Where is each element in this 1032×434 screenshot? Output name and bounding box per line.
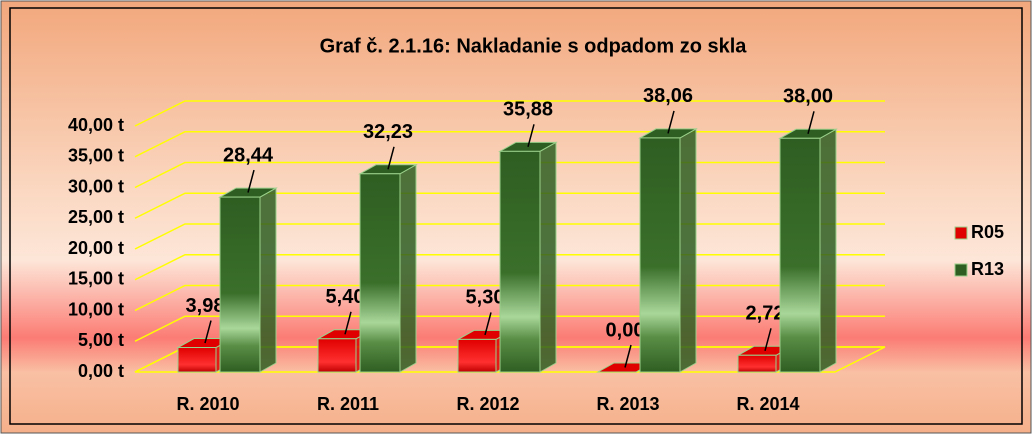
y-tick-label: 5,00 t bbox=[78, 330, 124, 350]
bar-side bbox=[539, 141, 557, 373]
x-tick-label: R. 2011 bbox=[317, 394, 379, 414]
legend-swatch bbox=[954, 263, 968, 277]
leader-line bbox=[764, 328, 772, 351]
y-tick-label: 30,00 t bbox=[68, 176, 124, 196]
bar bbox=[317, 338, 357, 373]
leader-line bbox=[624, 344, 632, 368]
frame bbox=[9, 7, 1023, 425]
bar bbox=[499, 150, 541, 373]
value-label: 5,40 bbox=[326, 286, 365, 308]
bar bbox=[457, 338, 497, 373]
bar-side bbox=[819, 128, 837, 373]
y-tick-label: 40,00 t bbox=[68, 115, 124, 135]
bar-side bbox=[259, 187, 277, 373]
bar bbox=[779, 137, 821, 373]
leader-line bbox=[247, 169, 255, 193]
y-tick-label: 10,00 t bbox=[68, 299, 124, 319]
x-tick-label: R. 2013 bbox=[596, 394, 659, 414]
y-tick-label: 25,00 t bbox=[68, 207, 124, 227]
legend-swatch bbox=[954, 226, 968, 240]
value-label: 32,23 bbox=[363, 121, 413, 143]
value-label: 3,98 bbox=[186, 295, 225, 317]
y-tick-label: 35,00 t bbox=[68, 146, 124, 166]
bar bbox=[177, 347, 217, 373]
bar bbox=[359, 173, 401, 373]
value-label: 0,00 bbox=[606, 319, 645, 341]
value-label: 2,72 bbox=[746, 303, 785, 325]
value-label: 5,30 bbox=[466, 287, 505, 309]
bar bbox=[219, 196, 261, 373]
leader-line bbox=[204, 320, 212, 344]
bar-side bbox=[679, 128, 697, 373]
value-label: 38,06 bbox=[643, 85, 693, 107]
leader-line bbox=[527, 124, 535, 148]
y-tick-label: 20,00 t bbox=[68, 238, 124, 258]
leader-line bbox=[807, 111, 815, 134]
leader-line bbox=[344, 311, 352, 335]
bar bbox=[639, 137, 681, 373]
chart-title: Graf č. 2.1.16: Nakladanie s odpadom zo … bbox=[320, 35, 748, 57]
legend-label: R13 bbox=[971, 259, 1004, 279]
x-tick-label: R. 2014 bbox=[736, 394, 799, 414]
leader-line bbox=[667, 110, 675, 134]
leader-line bbox=[484, 312, 492, 336]
x-tick-label: R. 2012 bbox=[456, 394, 519, 414]
value-label: 35,88 bbox=[503, 99, 553, 121]
value-label: 38,00 bbox=[783, 86, 833, 108]
x-tick-label: R. 2010 bbox=[176, 394, 239, 414]
y-tick-label: 0,00 t bbox=[78, 361, 124, 381]
bar-side bbox=[399, 163, 417, 373]
bar bbox=[737, 354, 777, 373]
value-label: 28,44 bbox=[223, 144, 274, 166]
y-tick-label: 15,00 t bbox=[68, 269, 124, 289]
leader-line bbox=[387, 146, 395, 170]
legend-label: R05 bbox=[971, 222, 1004, 242]
grid-line bbox=[134, 100, 885, 127]
